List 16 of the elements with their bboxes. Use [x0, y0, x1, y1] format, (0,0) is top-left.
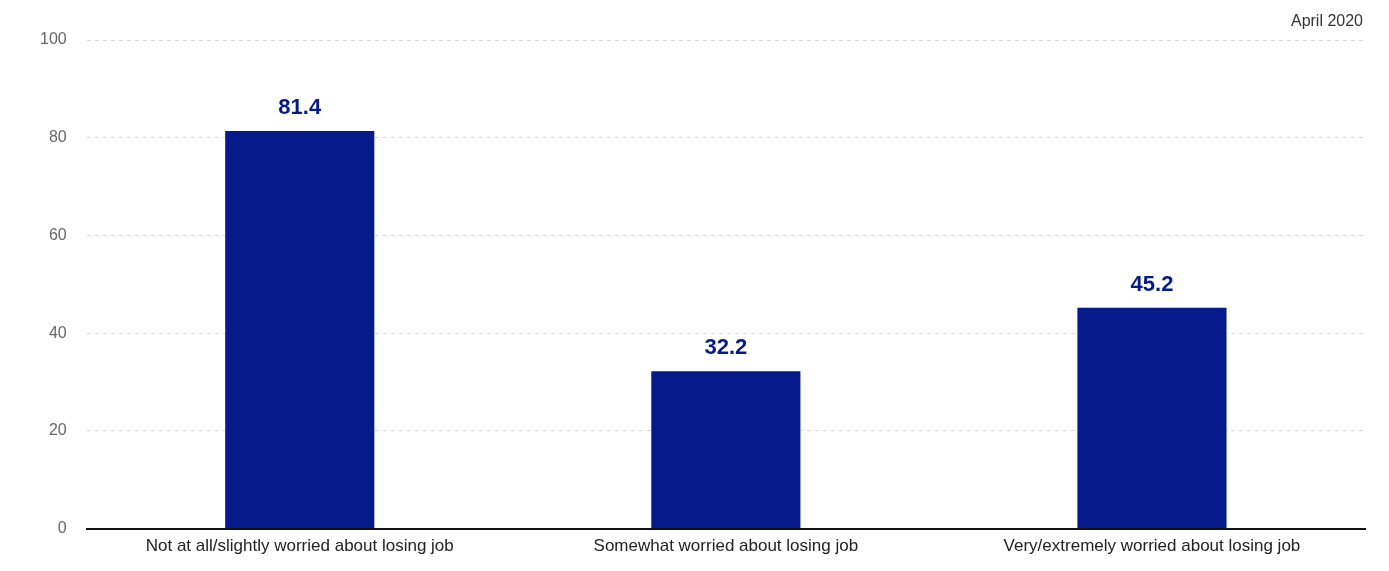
- data-label: 81.4: [278, 93, 322, 119]
- x-tick-label: Very/extremely worried about losing job: [1003, 536, 1301, 556]
- y-tick-label: 20: [48, 421, 67, 439]
- x-tick-label: Not at all/slightly worried about losing job: [145, 536, 454, 556]
- y-tick-label: 40: [48, 323, 67, 341]
- y-tick-label: 0: [57, 519, 67, 537]
- bar: [1077, 307, 1227, 529]
- y-tick-label: 100: [39, 30, 67, 48]
- text: April 2020: [1290, 12, 1363, 30]
- y-tick-label: 80: [48, 128, 67, 146]
- bar: [651, 371, 801, 529]
- x-tick-label: Somewhat worried about losing job: [593, 536, 859, 556]
- bar: [225, 130, 375, 529]
- data-label: 32.2: [704, 334, 748, 360]
- y-tick-label: 60: [48, 225, 67, 243]
- data-label: 45.2: [1130, 270, 1174, 296]
